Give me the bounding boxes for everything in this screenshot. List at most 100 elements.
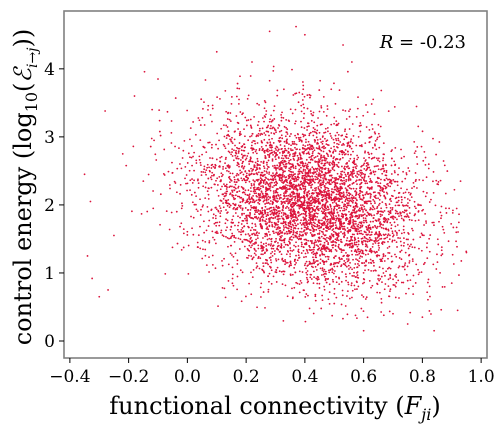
scatter-point [227,245,229,248]
scatter-point [356,176,359,178]
scatter-point [404,262,407,265]
scatter-point [279,210,281,212]
scatter-point [170,211,173,214]
scatter-point [274,222,276,225]
scatter-point [424,156,427,159]
scatter-point [190,156,193,159]
scatter-point [387,178,389,181]
scatter-point [354,243,356,246]
scatter-point [360,237,363,240]
scatter-point [341,134,344,137]
scatter-point [312,150,314,153]
scatter-point [275,206,278,209]
scatter-point [280,222,282,225]
scatter-point [364,253,367,256]
scatter-point [312,178,315,180]
scatter-point [363,239,365,242]
scatter-point [244,233,247,236]
scatter-point [409,311,412,314]
scatter-point [265,149,268,152]
scatter-point [357,263,359,265]
scatter-point [396,212,399,215]
scatter-point [238,248,241,250]
scatter-point [334,238,337,241]
scatter-point [355,275,357,278]
scatter-point [383,191,385,194]
scatter-point [332,166,335,168]
scatter-point [260,227,263,229]
scatter-point [364,150,367,153]
scatter-point [227,130,230,133]
scatter-point [289,195,292,198]
scatter-point [236,164,239,167]
scatter-point [331,162,333,165]
scatter-point [358,226,361,229]
scatter-point [315,269,318,271]
scatter-point [303,33,306,36]
scatter-point [206,205,209,208]
scatter-point [174,182,177,184]
scatter-point [314,161,317,163]
scatter-point [373,143,376,146]
scatter-point [336,131,339,134]
scatter-point [203,168,206,171]
scatter-point [297,173,300,176]
scatter-point [344,229,347,231]
scatter-point [355,241,358,244]
scatter-point [340,150,343,153]
scatter-point [330,155,333,158]
scatter-point [283,192,285,195]
scatter-point [327,130,329,133]
scatter-point [376,207,378,210]
scatter-point [236,288,239,291]
scatter-point [319,258,322,261]
scatter-point [283,161,285,163]
scatter-point [338,153,341,156]
scatter-point [295,25,297,28]
scatter-point [388,203,391,206]
scatter-point [388,310,391,313]
scatter-point [309,146,312,148]
scatter-point [328,163,331,165]
scatter-point [305,214,308,217]
scatter-point [356,274,359,277]
scatter-point [303,204,306,207]
scatter-point [399,240,402,243]
scatter-point [251,133,254,135]
scatter-point [393,189,396,192]
scatter-point [241,241,244,244]
scatter-point [422,263,425,266]
scatter-point [362,296,365,298]
scatter-point [344,195,347,198]
scatter-point [340,223,343,226]
scatter-point [170,142,173,144]
scatter-point [153,139,155,142]
scatter-point [337,190,339,193]
scatter-point [452,209,454,212]
scatter-point [254,161,257,164]
scatter-point [280,196,282,199]
scatter-point [224,147,227,150]
scatter-point [270,282,273,285]
scatter-point [303,182,306,185]
scatter-point [310,278,313,280]
scatter-point [270,178,273,181]
scatter-point [360,229,362,232]
scatter-point [170,132,173,134]
scatter-point [344,149,347,151]
scatter-point [411,187,413,190]
scatter-point [222,235,225,238]
scatter-point [250,196,253,199]
scatter-point [277,226,280,228]
scatter-point [303,221,305,224]
scatter-point [373,207,376,210]
scatter-point [377,123,380,126]
scatter-point [275,269,278,271]
scatter-point [356,245,359,248]
scatter-point [241,227,244,229]
scatter-point [389,185,392,188]
scatter-point [459,180,462,183]
scatter-point [353,172,355,175]
scatter-point [355,144,358,147]
scatter-point [200,174,203,176]
